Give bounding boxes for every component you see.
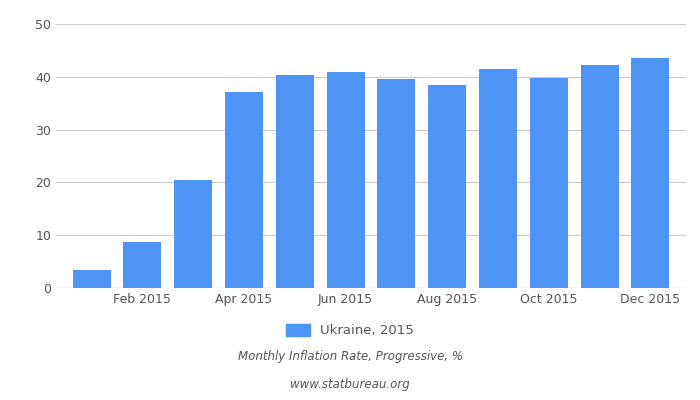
Bar bbox=[377, 79, 416, 288]
Bar bbox=[428, 85, 466, 288]
Bar bbox=[479, 69, 517, 288]
Bar bbox=[73, 270, 111, 288]
Bar bbox=[276, 75, 314, 288]
Legend: Ukraine, 2015: Ukraine, 2015 bbox=[281, 318, 419, 342]
Bar bbox=[225, 92, 263, 288]
Bar bbox=[326, 72, 365, 288]
Bar bbox=[174, 180, 212, 288]
Bar bbox=[123, 242, 162, 288]
Bar bbox=[631, 58, 669, 288]
Bar bbox=[530, 78, 568, 288]
Bar bbox=[580, 65, 619, 288]
Text: Monthly Inflation Rate, Progressive, %: Monthly Inflation Rate, Progressive, % bbox=[237, 350, 463, 363]
Text: www.statbureau.org: www.statbureau.org bbox=[290, 378, 410, 391]
